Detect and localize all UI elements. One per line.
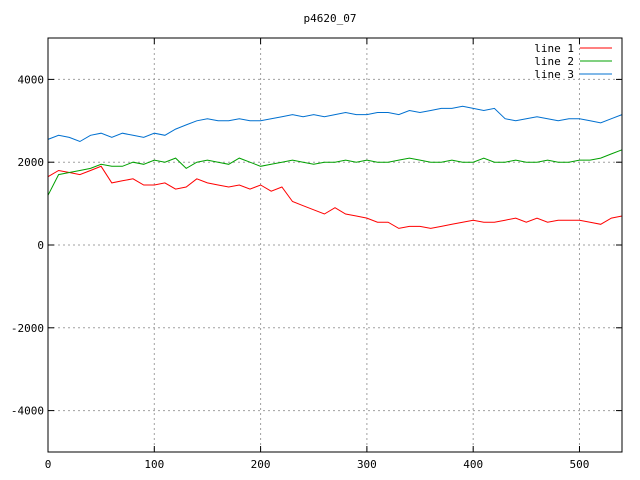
- chart-title: p4620_07: [304, 12, 357, 25]
- y-tick-label: 2000: [18, 156, 45, 169]
- x-tick-label: 300: [357, 458, 377, 471]
- x-tick-label: 100: [144, 458, 164, 471]
- legend-label: line 3: [534, 68, 574, 81]
- legend-label: line 1: [534, 42, 574, 55]
- y-tick-label: 0: [37, 239, 44, 252]
- y-tick-label: -2000: [11, 322, 44, 335]
- x-tick-label: 400: [463, 458, 483, 471]
- x-tick-label: 200: [251, 458, 271, 471]
- series-layer: [47, 105, 623, 229]
- y-tick-label: -4000: [11, 405, 44, 418]
- x-tick-label: 500: [570, 458, 590, 471]
- series-line-2: [47, 149, 623, 196]
- series-line-3: [47, 105, 623, 143]
- y-tick-label: 4000: [18, 73, 45, 86]
- axis-ticks: 0 100 200 300 400 500 -4000 -2000 0 2000 4000: [11, 38, 622, 471]
- series-line-1: [47, 165, 623, 229]
- x-tick-label: 0: [45, 458, 52, 471]
- legend-label: line 2: [534, 55, 574, 68]
